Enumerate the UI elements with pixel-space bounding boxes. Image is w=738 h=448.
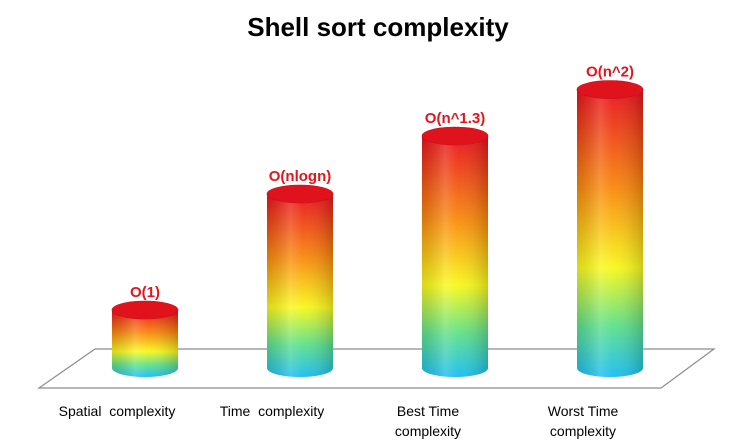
x-tick-label: Worst Time complexity <box>548 403 619 439</box>
chart-title: Shell sort complexity <box>247 12 509 42</box>
bar-shading <box>422 136 488 377</box>
data-label: O(n^2) <box>586 64 634 81</box>
bars: O(1) O(nlogn) O(n^1.3) O(n^2) <box>111 64 644 377</box>
bar <box>266 184 334 377</box>
bar-shading <box>577 89 643 377</box>
x-tick-label: Spatial complexity <box>59 403 176 419</box>
x-axis-tick-labels: Spatial complexity Time complexity Best Ti… <box>59 403 619 439</box>
bar-top <box>266 184 334 204</box>
bar <box>421 126 489 377</box>
x-tick-label: Best Time complexity <box>395 403 461 439</box>
data-label: O(1) <box>130 284 160 301</box>
data-label: O(n^1.3) <box>425 110 485 127</box>
bar-shading <box>112 310 178 377</box>
data-label: O(nlogn) <box>269 168 331 185</box>
bar <box>111 300 179 377</box>
bar <box>576 80 644 377</box>
x-tick-label: Time complexity <box>220 403 325 419</box>
bar-top <box>111 300 179 320</box>
bar-shading <box>267 194 333 377</box>
chart-floor <box>37 348 716 389</box>
bar-top <box>421 126 489 146</box>
bar-top <box>576 80 644 99</box>
